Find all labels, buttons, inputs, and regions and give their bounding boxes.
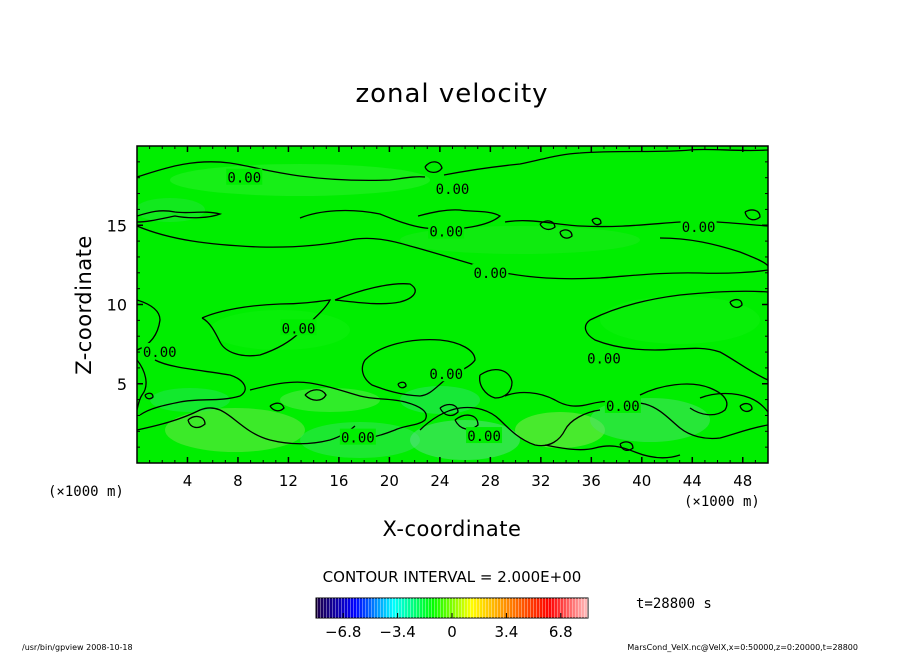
footer-right: MarsCond_VelX.nc@VelX,x=0:50000,z=0:2000… [627,643,858,652]
time-label: t=28800 s [636,596,712,612]
contour-label-bg [226,168,263,185]
x-tick-label: 12 [279,472,298,490]
colorbar-ticks: −6.8 −3.4 0 3.4 6.8 [325,613,573,641]
x-tick-label: 32 [531,472,550,490]
contour-label: 0.00 [429,225,463,241]
x-tick-label: 8 [233,472,243,490]
contour-label-bg [428,365,465,382]
contour-label: 0.00 [143,345,177,361]
contour-label: 0.00 [587,351,621,367]
x-tick-label: 4 [183,472,193,490]
contour-lines [137,148,768,459]
colorbar-tick-label: −3.4 [379,623,415,641]
colorbar-bands [316,598,588,618]
contour-label: 0.00 [341,431,375,447]
contour-interval-text: CONTOUR INTERVAL = 2.000E+00 [323,568,582,586]
y-tick-label: 15 [107,216,127,235]
contour-label: 0.00 [282,321,316,337]
contour-label: 0.00 [682,220,716,236]
y-axis-label: Z-coordinate [72,235,96,375]
colorbar-tick-label: −6.8 [325,623,361,641]
x-tick-label: 16 [329,472,348,490]
x-tick-label: 44 [683,472,702,490]
contour-label: 0.00 [436,182,470,198]
y-axis: 5 10 15 [107,161,768,448]
x-tick-label: 28 [481,472,500,490]
contour-label: 0.00 [227,171,261,187]
x-tick-label: 20 [380,472,399,490]
x-tick-label: 48 [733,472,752,490]
contour-label-bg [428,222,465,239]
x-axis-unit-left: (×1000 m) [48,484,124,500]
x-axis-unit-right: (×1000 m) [684,494,760,510]
contour-label: 0.00 [467,429,501,445]
contour-label-bg [472,263,509,280]
x-axis: 4 8 12 16 20 24 28 32 36 40 44 48 [149,146,756,490]
contour-label: 0.00 [606,399,640,415]
contour-label-bg [466,427,503,444]
y-tick-label: 10 [107,296,127,315]
contour-label-bg [141,343,178,360]
x-tick-label: 40 [632,472,651,490]
contour-label-bg [434,179,471,196]
y-tick-label: 5 [117,375,127,394]
contour-label: 0.00 [429,367,463,383]
x-axis-label: X-coordinate [383,517,522,541]
colorbar: −6.8 −3.4 0 3.4 6.8 [315,597,589,641]
colorbar-tick-label: 3.4 [494,623,518,641]
chart-title: zonal velocity [355,79,548,109]
x-tick-label: 24 [430,472,449,490]
contour-label: 0.00 [474,266,508,282]
colorbar-tick-label: 0 [447,623,457,641]
contour-label-bg [604,396,641,413]
contour-label-bg [339,428,376,445]
colorbar-tick-label: 6.8 [549,623,573,641]
contour-label-bg [585,349,622,366]
plot-area: 0.00 0.00 0.00 0.00 0.00 0.00 0.00 0.00 0.00 0.00… [136,145,769,464]
footer-left: /usr/bin/gpview 2008-10-18 [22,643,133,652]
contour-label-bg [680,217,717,234]
x-tick-label: 36 [582,472,601,490]
contour-labels: 0.00 0.00 0.00 0.00 0.00 0.00 0.00 0.00 0.00 0.00… [141,168,717,447]
contour-label-bg [280,319,317,336]
